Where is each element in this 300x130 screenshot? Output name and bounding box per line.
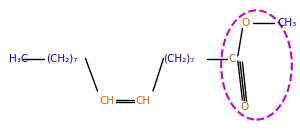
Text: O: O: [242, 18, 250, 28]
Text: C: C: [229, 54, 236, 63]
Text: (CH₂)₇: (CH₂)₇: [164, 54, 195, 63]
Text: H₃C: H₃C: [9, 54, 28, 63]
Text: O: O: [240, 102, 249, 112]
Text: CH: CH: [135, 96, 150, 106]
Text: CH: CH: [99, 96, 114, 106]
Text: (CH₂)₇: (CH₂)₇: [46, 54, 78, 63]
Text: CH₃: CH₃: [277, 18, 296, 28]
